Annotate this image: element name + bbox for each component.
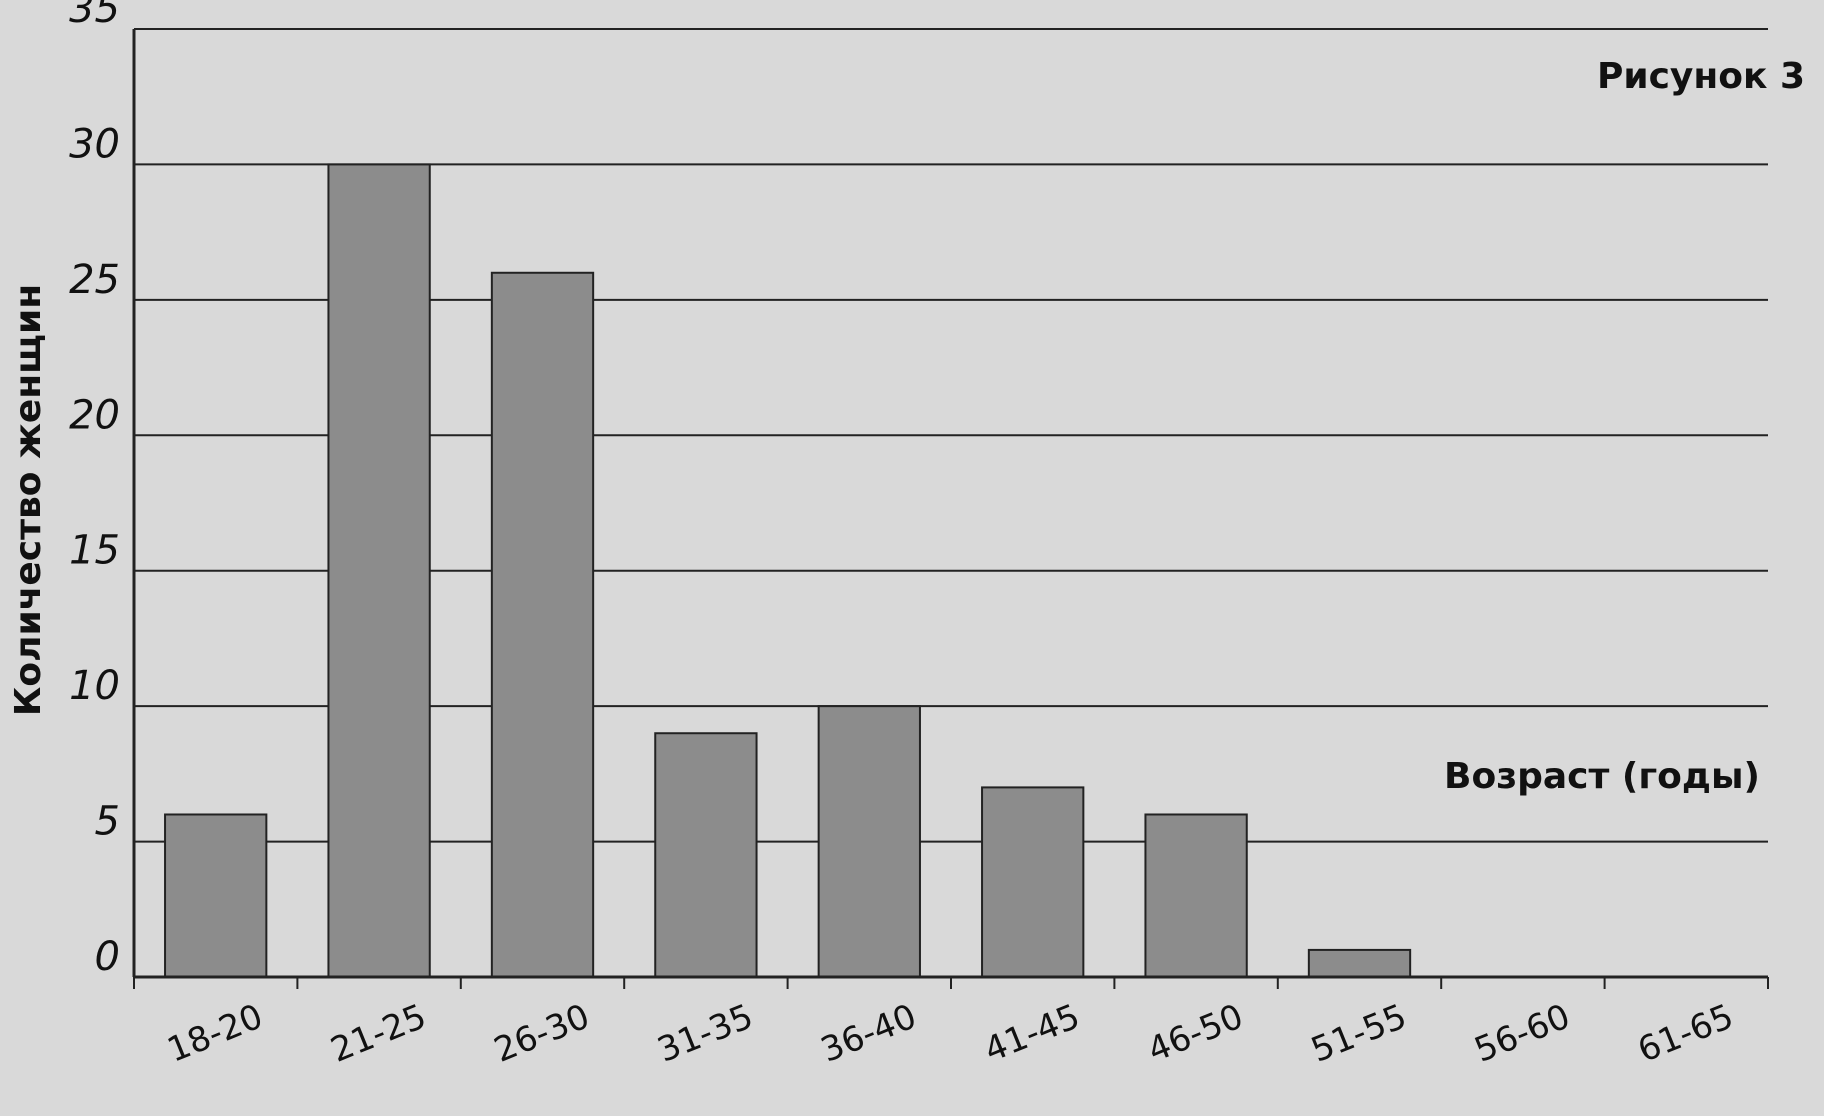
y-tick-label: 30 xyxy=(69,121,120,167)
bar xyxy=(1144,813,1248,978)
y-tick-label: 10 xyxy=(69,663,120,709)
bar xyxy=(654,732,758,978)
x-tick-label: 56-60 xyxy=(1469,997,1576,1071)
y-tick-label: 35 xyxy=(69,0,120,32)
y-axis-label: Количество женщин xyxy=(8,284,49,716)
x-tick-label: 18-20 xyxy=(162,997,269,1071)
bar xyxy=(327,163,431,978)
x-tick-label: 26-30 xyxy=(489,997,596,1071)
x-tick-label: 41-45 xyxy=(979,997,1086,1071)
x-tick-label: 61-65 xyxy=(1632,997,1739,1071)
bar xyxy=(981,786,1085,979)
x-tick-label: 51-55 xyxy=(1306,997,1413,1071)
y-tick-label: 15 xyxy=(69,528,120,574)
x-tick-label: 31-35 xyxy=(652,997,759,1071)
chart-title: Рисунок 3 xyxy=(1597,56,1805,97)
y-tick-label: 5 xyxy=(95,799,120,845)
bar xyxy=(817,705,921,979)
y-tick-label: 20 xyxy=(69,392,120,438)
bar xyxy=(164,813,268,978)
x-tick-label: 46-50 xyxy=(1142,997,1249,1071)
x-axis-label: Возраст (годы) xyxy=(1444,756,1760,797)
bar xyxy=(1307,948,1412,979)
bar xyxy=(490,271,595,978)
x-tick-label: 21-25 xyxy=(325,997,432,1071)
y-tick-label: 25 xyxy=(69,257,120,303)
x-tick-label: 36-40 xyxy=(815,997,922,1071)
y-tick-label: 0 xyxy=(95,934,120,980)
